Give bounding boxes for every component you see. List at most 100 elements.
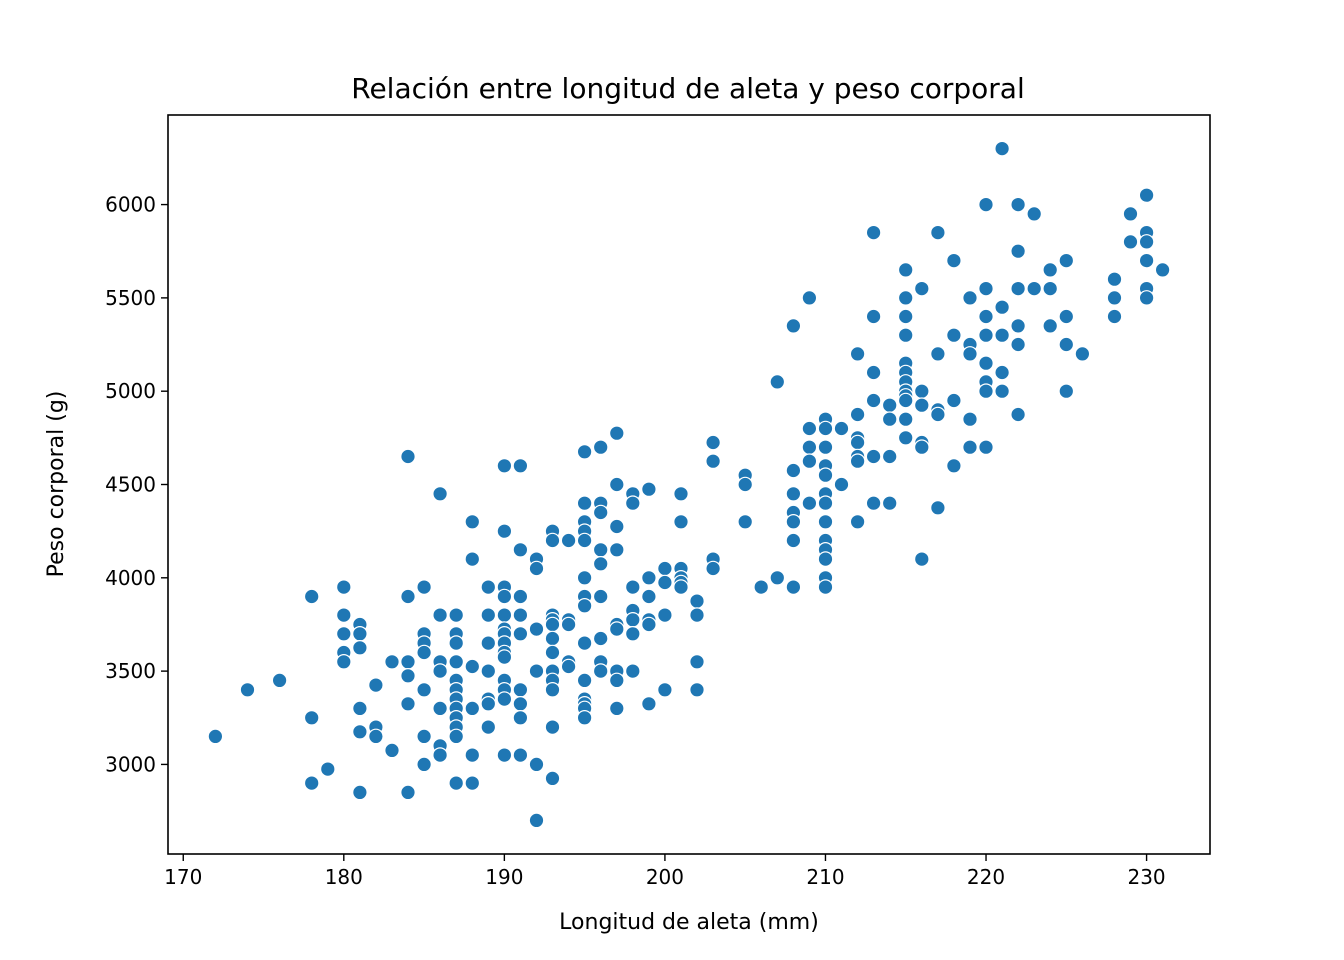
data-point — [352, 639, 368, 656]
data-point — [913, 280, 930, 297]
data-point — [512, 695, 529, 712]
data-point — [978, 355, 994, 371]
data-point — [641, 569, 657, 586]
data-point — [416, 644, 432, 661]
data-point — [1010, 280, 1026, 297]
data-point — [400, 448, 416, 465]
data-point — [833, 420, 850, 437]
data-point — [881, 448, 898, 465]
data-point — [1122, 206, 1139, 222]
data-point — [801, 453, 818, 469]
data-point — [657, 574, 673, 591]
data-point — [865, 448, 882, 465]
data-point — [817, 551, 834, 567]
data-point — [689, 593, 705, 609]
data-point — [641, 616, 657, 633]
data-point — [416, 756, 432, 773]
data-point — [913, 439, 930, 455]
y-axis-label: Peso corporal (g) — [44, 391, 69, 578]
data-point — [913, 383, 930, 399]
data-point — [480, 635, 497, 651]
data-point — [400, 784, 416, 801]
data-point — [560, 616, 577, 633]
data-point — [785, 462, 802, 479]
y-axis-ticks: 3000 3500 4000 4500 5000 5500 6000 — [105, 193, 168, 776]
data-point — [801, 439, 818, 455]
data-point — [1010, 336, 1026, 353]
data-point — [544, 630, 561, 647]
data-point — [496, 691, 513, 707]
data-point — [512, 709, 529, 726]
data-point — [881, 495, 898, 511]
data-point — [641, 588, 657, 605]
data-point — [657, 607, 673, 623]
data-point — [785, 579, 802, 595]
data-point — [1122, 234, 1139, 250]
data-point — [849, 513, 866, 530]
data-point — [1058, 336, 1075, 353]
data-point — [528, 621, 545, 637]
data-point — [368, 728, 384, 745]
data-point — [592, 504, 609, 521]
data-point — [833, 476, 850, 493]
x-tick-label: 220 — [967, 865, 1005, 889]
data-point — [785, 485, 802, 502]
data-point — [400, 588, 416, 605]
data-point — [689, 653, 705, 670]
data-point — [1010, 243, 1026, 259]
data-point — [560, 658, 577, 675]
data-point — [817, 579, 834, 595]
data-point — [978, 196, 994, 213]
data-point — [448, 607, 464, 623]
data-point — [817, 467, 834, 483]
data-point — [1026, 206, 1042, 222]
data-point — [785, 513, 802, 530]
data-point — [576, 597, 593, 614]
data-point — [946, 392, 962, 409]
data-point — [352, 723, 368, 740]
data-point — [946, 327, 962, 343]
data-point — [207, 728, 224, 745]
data-point — [897, 392, 914, 409]
data-point — [448, 635, 464, 651]
data-point — [592, 555, 609, 572]
data-point — [624, 663, 641, 679]
data-point — [608, 541, 625, 558]
data-point — [769, 374, 786, 390]
data-point — [448, 728, 464, 745]
data-point — [528, 663, 545, 679]
data-point — [624, 625, 641, 642]
data-points — [207, 140, 1171, 829]
data-point — [496, 588, 513, 605]
data-point — [576, 569, 593, 586]
data-point — [416, 579, 432, 595]
data-point — [592, 663, 609, 679]
data-point — [978, 383, 994, 399]
data-point — [544, 770, 561, 787]
data-point — [512, 588, 529, 605]
x-tick-label: 190 — [485, 865, 523, 889]
data-point — [913, 397, 930, 413]
data-point — [865, 224, 882, 241]
y-tick-label: 6000 — [105, 193, 156, 217]
data-point — [978, 280, 994, 297]
data-point — [624, 495, 641, 511]
data-point — [592, 588, 609, 605]
data-point — [1106, 290, 1123, 306]
data-point — [496, 649, 513, 665]
data-point — [641, 481, 657, 497]
data-point — [897, 411, 914, 427]
data-point — [994, 364, 1010, 381]
data-point — [480, 579, 497, 595]
data-point — [576, 532, 593, 549]
data-point — [480, 663, 497, 679]
y-tick-label: 4000 — [105, 566, 156, 590]
data-point — [1106, 308, 1123, 325]
data-point — [496, 747, 513, 763]
data-point — [480, 607, 497, 623]
data-point — [303, 709, 320, 726]
data-point — [1138, 187, 1155, 203]
data-point — [512, 457, 529, 474]
